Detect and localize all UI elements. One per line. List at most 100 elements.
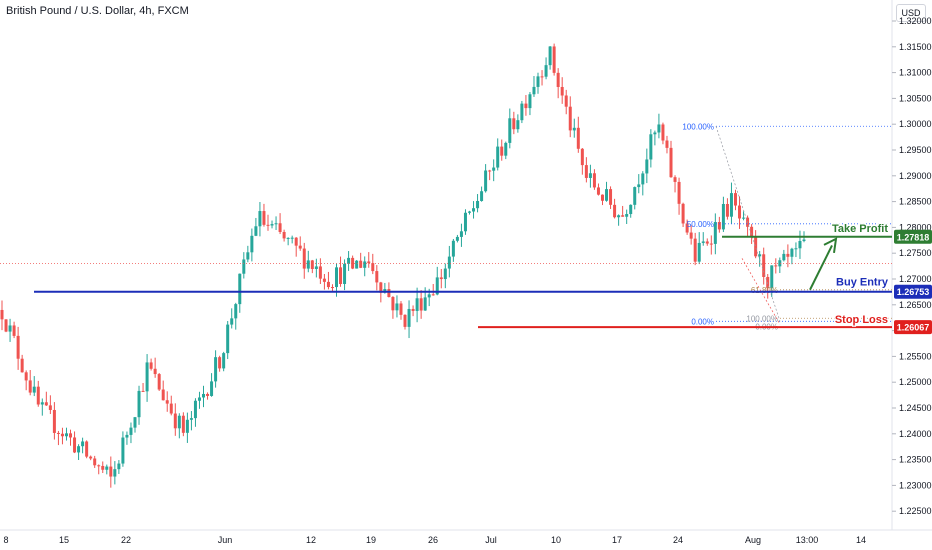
candle-body [649,134,653,160]
candle-body [528,94,532,109]
x-tick-label: 10 [551,535,561,545]
y-tick-label: 1.30500 [899,93,932,103]
candle-body [713,221,717,244]
candle-body [560,86,564,96]
candle-body [540,76,544,78]
x-tick-label: 8 [3,535,8,545]
x-tick-label: 26 [428,535,438,545]
candle-body [439,277,443,280]
candle-body [721,203,725,230]
candle-body [77,446,81,453]
candle-body [689,232,693,239]
candle-body [705,241,709,244]
candle-body [121,437,125,464]
currency-button[interactable]: USD [896,4,926,22]
y-tick-label: 1.31500 [899,42,932,52]
candle-body [451,240,455,257]
candle-body [580,148,584,166]
candle-body [588,173,592,178]
candle-body [222,353,226,369]
stop-loss-price-tag [894,320,932,335]
candle-body [73,437,77,453]
candle-body [750,226,754,237]
candle-body [375,271,379,283]
y-tick-label: 1.32000 [899,16,932,26]
candle-body [596,187,600,195]
candle-body [36,386,40,405]
candle-body [738,205,742,219]
candle-body [81,441,85,447]
stop-loss-price-text: 1.26067 [897,323,930,333]
candle-body [484,170,488,192]
candle-body [197,397,201,401]
candle-body [145,362,149,392]
x-tick-label: 12 [306,535,316,545]
candle-body [742,217,746,219]
fib-level-label: 0.00% [691,317,714,326]
candle-body [802,239,806,241]
candle-body [343,263,347,284]
take-profit-label: Take Profit [832,223,888,235]
candle-body [633,187,637,205]
candle-body [314,266,318,270]
candle-body [480,191,484,201]
candle-body [782,253,786,261]
candle-body [278,223,282,232]
candle-body [185,419,189,433]
candle-body [544,65,548,77]
candle-body [572,127,576,131]
x-tick-label: 17 [612,535,622,545]
candle-body [189,418,193,420]
candle-body [93,458,97,466]
candle-body [504,142,508,156]
candle-body [419,298,423,311]
candle-body [653,132,657,135]
candle-body [193,400,197,419]
candle-body [32,386,36,393]
candle-body [492,167,496,171]
candle-body [339,267,343,284]
x-tick-label: 19 [366,535,376,545]
candle-body [754,236,758,257]
candle-body [149,362,153,369]
candle-body [298,245,302,249]
candle-body [129,427,133,435]
candle-body [520,103,524,121]
candle-body [641,173,645,185]
candle-body [770,265,774,289]
candle-body [262,211,266,225]
candle-body [766,276,770,289]
candle-body [24,372,28,381]
y-tick-label: 1.31000 [899,68,932,78]
candle-body [326,281,330,288]
candle-body [467,211,471,213]
candle-body [44,402,48,406]
take-profit-price-tag [894,229,932,244]
y-tick-label: 1.27000 [899,274,932,284]
candle-body [435,277,439,295]
candle-body [302,248,306,269]
candle-body [363,261,367,268]
candle-body [157,374,161,390]
candle-body [270,224,274,226]
take-profit-price-text: 1.27818 [897,232,930,242]
x-tick-label: 14 [856,535,866,545]
candle-body [181,415,185,433]
x-tick-label: 13:00 [796,535,819,545]
candle-body [351,257,355,269]
projection-arrow-head [823,237,838,254]
candle-body [101,465,105,470]
candle-body [206,393,210,396]
candle-body [242,259,246,274]
candle-body [330,287,334,289]
candle-body [137,390,141,418]
candle-body [250,235,254,253]
y-tick-label: 1.23000 [899,480,932,490]
candle-body [427,294,431,298]
candle-body [701,241,705,243]
candle-body [794,248,798,250]
candle-body [347,257,351,264]
candle-body [254,226,258,236]
candle-body [443,268,447,280]
